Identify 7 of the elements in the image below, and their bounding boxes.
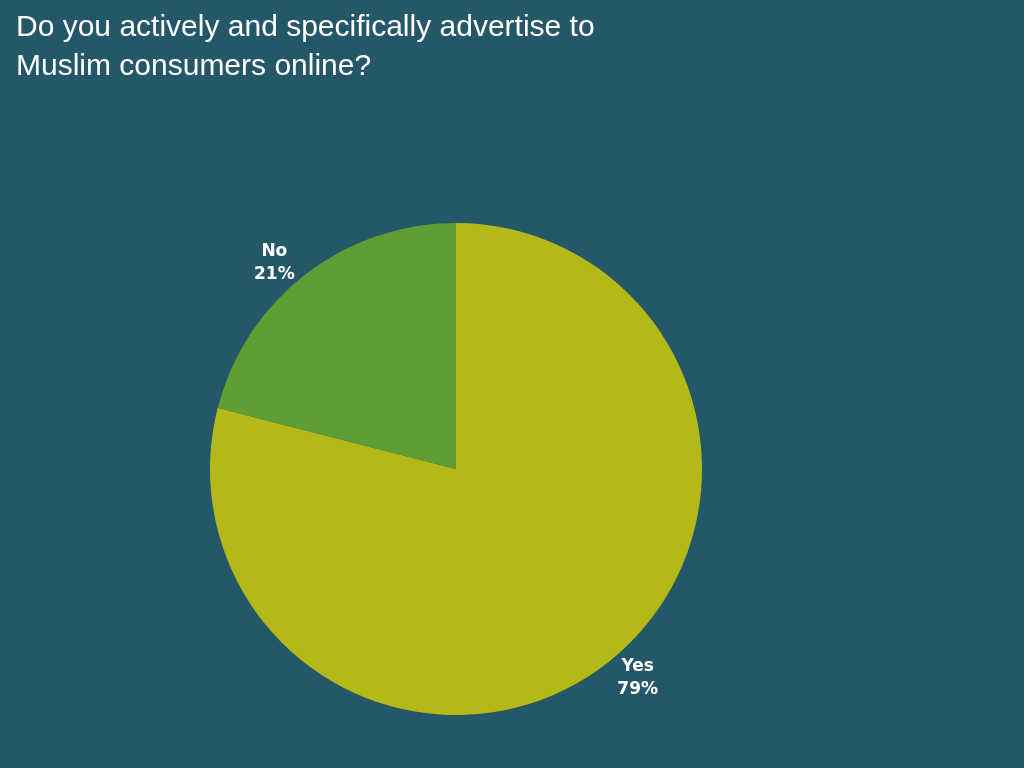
chart-title: Do you actively and specifically advertise to Muslim consumers online?	[16, 9, 595, 81]
data-label: 21%	[254, 262, 295, 283]
slice-label: Yes	[620, 655, 654, 676]
pie-slice	[210, 223, 702, 715]
pie-slice	[217, 223, 456, 469]
data-label: 79%	[617, 677, 658, 698]
slice-label: No	[261, 240, 288, 261]
